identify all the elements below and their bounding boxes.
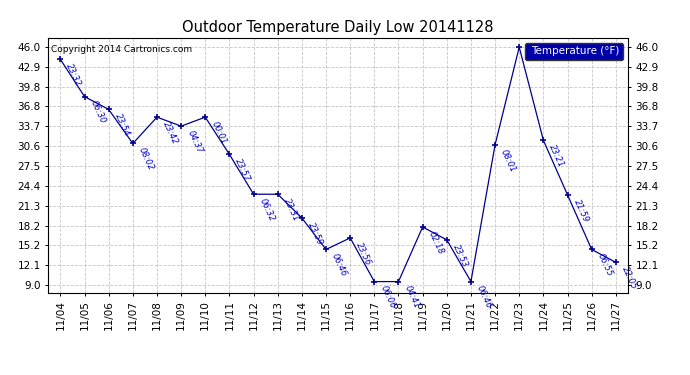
Text: 23:21: 23:21 xyxy=(548,143,566,169)
Text: 23:31: 23:31 xyxy=(282,197,300,223)
Title: Outdoor Temperature Daily Low 20141128: Outdoor Temperature Daily Low 20141128 xyxy=(182,20,494,35)
Text: Copyright 2014 Cartronics.com: Copyright 2014 Cartronics.com xyxy=(51,45,193,54)
Text: 06:46: 06:46 xyxy=(331,252,348,278)
Text: 04:41: 04:41 xyxy=(403,284,421,310)
Text: 08:01: 08:01 xyxy=(500,147,518,174)
Text: 06:06: 06:06 xyxy=(379,284,397,310)
Text: 23:56: 23:56 xyxy=(355,241,373,267)
Text: 06:30: 06:30 xyxy=(89,99,107,125)
Text: 06:55: 06:55 xyxy=(596,252,614,278)
Text: 21: 21 xyxy=(524,50,536,63)
Text: 00:01: 00:01 xyxy=(210,120,228,146)
Text: 06:32: 06:32 xyxy=(258,197,276,223)
Text: 23:42: 23:42 xyxy=(161,120,179,146)
Text: 04:37: 04:37 xyxy=(186,129,204,155)
Text: 02:18: 02:18 xyxy=(427,230,445,256)
Text: 23:53: 23:53 xyxy=(451,243,469,268)
Text: 21:59: 21:59 xyxy=(572,198,590,223)
Text: 23:54: 23:54 xyxy=(113,112,131,138)
Text: 23:59: 23:59 xyxy=(306,221,324,247)
Text: 08:02: 08:02 xyxy=(137,146,155,172)
Text: 06:46: 06:46 xyxy=(475,284,493,310)
Text: 22:05: 22:05 xyxy=(620,265,638,291)
Legend: Temperature (°F): Temperature (°F) xyxy=(525,43,622,60)
Text: 23:57: 23:57 xyxy=(234,157,252,183)
Text: 23:32: 23:32 xyxy=(65,62,83,88)
